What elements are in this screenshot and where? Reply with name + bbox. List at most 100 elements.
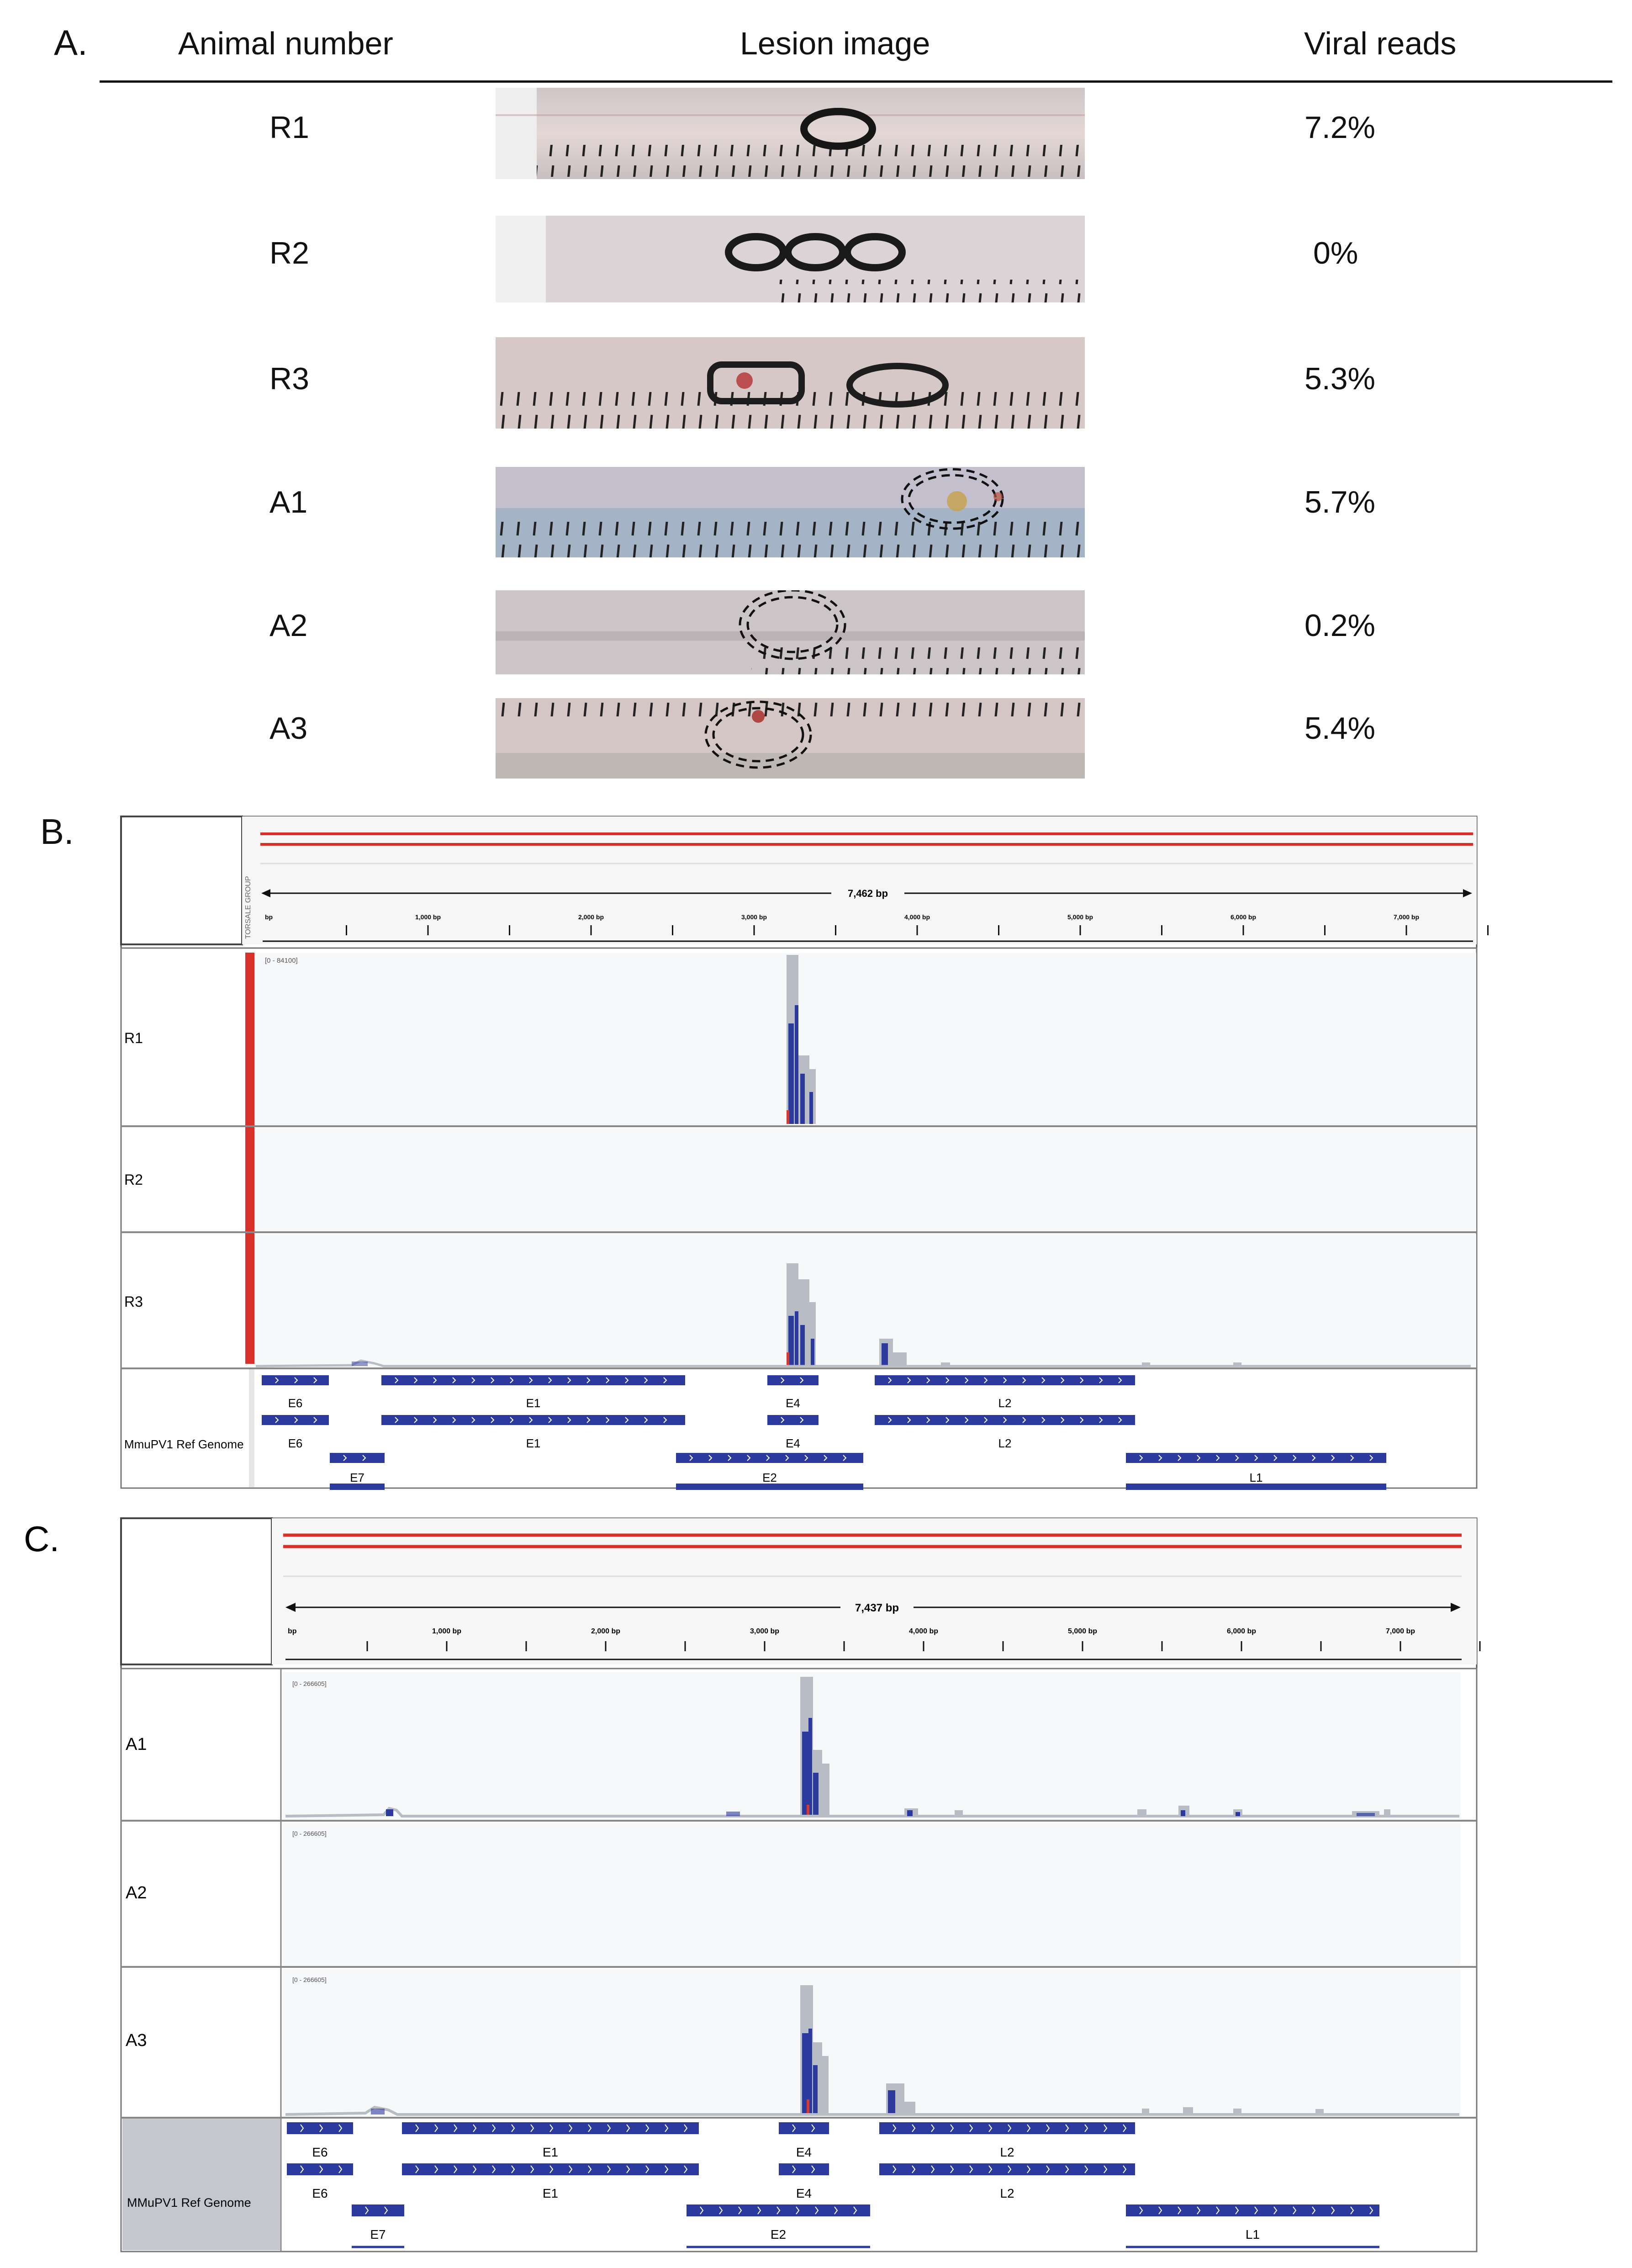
panel-c-gene-label: L1 [1246,2227,1260,2242]
lesion-image-r1 [496,88,1085,179]
panel-b-feature-e4 [767,1415,819,1425]
panel-b-tick-label: bp [265,913,273,921]
panel-b-strand-arrow [586,1377,591,1383]
panel-c-gene-label: E4 [796,2145,812,2159]
panel-c-strand-arrow [384,2206,388,2215]
panel-c-feature-e4 [779,2122,829,2134]
panel-c-strand-arrow [1312,2206,1316,2215]
panel-b-strand-arrow [1099,1417,1103,1423]
panel-c-strand-arrow [1293,2206,1297,2215]
panel-b-feature-e6 [262,1375,329,1385]
panel-c-strand-arrow [338,2165,343,2173]
coverage-a1 [285,1677,1459,1818]
panel-c-strand-arrow [1046,2124,1050,2132]
panel-b-tick-label: 6,000 bp [1231,913,1256,921]
panel-c-strand-arrow [792,2124,796,2132]
panel-c-strand-arrow [530,2124,534,2132]
panel-b-strand-arrow [689,1455,693,1461]
panel-b-strand-arrow [1350,1455,1354,1461]
panel-c-strand-arrow [1084,2124,1088,2132]
panel-c-strand-arrow [415,2124,419,2132]
panel-b-strand-arrow [800,1417,804,1423]
panel-b-gene-label: E6 [288,1436,303,1450]
panel-b-strand-arrow [708,1455,713,1461]
panel-b-strand-arrow [1022,1417,1026,1423]
panel-b-strand-arrow [414,1377,418,1383]
row-label-r1: R1 [269,110,309,145]
panel-b-strand-arrow [766,1455,770,1461]
panel-b-strand-arrow [785,1455,789,1461]
panel-c-strand-arrow [1331,2206,1335,2215]
panel-c-strand-arrow [454,2124,458,2132]
panel-b-feature-e1 [381,1415,685,1425]
panel-b-strand-arrow [1022,1377,1026,1383]
panel-b-strand-arrow [1293,1455,1297,1461]
panel-b-gene-track: E6 E1 E4 L2 E6 E1 E4 L2 E7 E2 L1 [262,1375,1386,1490]
panel-c-strand-arrow [1139,2206,1143,2215]
panel-b-feature-e4 [767,1375,819,1385]
panel-c-gene-label: E2 [771,2227,786,2242]
panel-c-feature-l1 [1126,2204,1379,2216]
panel-c-gene-label: E1 [543,2186,558,2200]
panel-b-sample-color-bar [245,953,254,1364]
panel-c-strand-arrow [969,2165,973,2173]
panel-c-strand-arrow [300,2124,304,2132]
panel-b-strand-arrow [1118,1377,1122,1383]
panel-b-strand-arrow [1312,1455,1316,1461]
panel-b-gene-label: L2 [998,1396,1012,1410]
panel-b-strand-arrow [452,1377,456,1383]
panel-c-strand-arrow [530,2165,534,2173]
panel-c-ref-name-box [122,2119,280,2250]
panel-c-feature-e2 [687,2204,870,2216]
panel-b-ref-label: MmuPV1 Ref Genome [124,1437,244,1451]
viral-reads-a2: 0.2% [1305,608,1375,643]
panel-b-tick-label: 7,000 bp [1394,913,1419,921]
panel-b-strand-arrow [1158,1455,1162,1461]
panel-c-gene-label: E1 [543,2145,558,2159]
panel-c-strand-arrow [719,2206,723,2215]
panel-c-strand-arrow [1046,2165,1050,2173]
panel-b-strand-arrow [625,1377,629,1383]
panel-c-strand-arrow [792,2165,796,2173]
panel-b-strand-arrow [1216,1455,1220,1461]
panel-b-strand-arrow [362,1455,366,1461]
header-lesion-image: Lesion image [740,26,930,61]
panel-c-strand-arrow [1008,2124,1012,2132]
panel-b-feature-e1 [381,1375,685,1385]
panel-b-letter: B. [40,811,74,852]
panel-b-strand-arrow [395,1377,399,1383]
panel-c-strand-arrow [645,2124,650,2132]
panel-c-strand-arrow [1369,2206,1373,2215]
panel-c-strand-arrow [1084,2165,1088,2173]
panel-b-name-box [120,816,243,945]
panel-c-tick-label: 2,000 bp [591,1627,620,1635]
panel-b-strand-arrow [414,1417,418,1423]
panel-c-strand-arrow [1123,2124,1127,2132]
panel-c-strand-arrow [1254,2206,1258,2215]
panel-c-strand-arrow [626,2124,630,2132]
panel-b-strand-arrow [1197,1455,1201,1461]
panel-b-feature-l1 [1126,1453,1386,1463]
panel-b-strand-arrow [275,1377,279,1383]
panel-c-strand-arrow [1008,2165,1012,2173]
panel-c-strand-arrow [319,2124,323,2132]
panel-b-strand-arrow [1003,1417,1007,1423]
panel-b-strand-arrow [471,1417,475,1423]
panel-b-gene-label: L2 [998,1436,1012,1450]
panel-b-strand-arrow [804,1455,808,1461]
panel-c-range-a2: [0 - 266605] [292,1830,327,1837]
panel-c-strand-arrow [569,2124,573,2132]
viral-reads-r3: 5.3% [1305,361,1375,396]
panel-c-strand-arrow [473,2124,477,2132]
panel-c-ref-label: MMuPV1 Ref Genome [127,2196,251,2210]
panel-c-strand-arrow [569,2165,573,2173]
panel-a-letter: A. [54,22,88,63]
panel-b-strand-arrow [1254,1455,1258,1461]
panel-c-strand-arrow [665,2165,669,2173]
panel-b-strand-arrow [781,1377,785,1383]
panel-b-strand-arrow [945,1417,950,1423]
panel-b-strand-arrow [663,1377,667,1383]
panel-b-genome-length: 7,462 bp [848,888,888,899]
panel-b-strand-arrow [843,1455,847,1461]
